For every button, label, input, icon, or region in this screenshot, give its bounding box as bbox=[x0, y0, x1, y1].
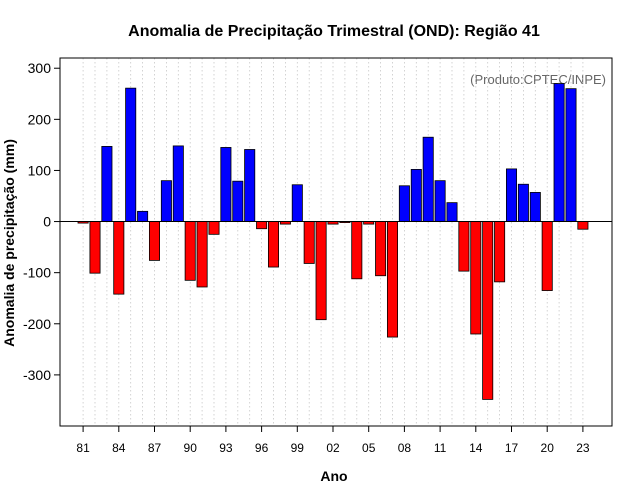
bar-1996 bbox=[256, 221, 268, 230]
x-tick-label: 81 bbox=[76, 441, 90, 455]
x-tick-label: 93 bbox=[219, 441, 233, 455]
bar-2020 bbox=[541, 221, 553, 291]
y-tick-label: 100 bbox=[28, 162, 52, 178]
bar-2022 bbox=[565, 88, 577, 222]
x-tick-label: 05 bbox=[362, 441, 376, 455]
chart-title: Anomalia de Precipitação Trimestral (OND… bbox=[128, 23, 540, 40]
x-tick-label: 84 bbox=[112, 441, 126, 455]
x-tick-label: 20 bbox=[541, 441, 555, 455]
x-tick-label: 96 bbox=[255, 441, 269, 455]
y-tick-label: -300 bbox=[23, 367, 51, 383]
bar-2015 bbox=[482, 221, 494, 400]
x-tick-label: 99 bbox=[291, 441, 305, 455]
bar-1985 bbox=[125, 87, 137, 222]
x-tick-label: 90 bbox=[184, 441, 198, 455]
x-axis: 81 84 87 90 93 96 99 02 05 08 11 14 17 20 23 bbox=[76, 426, 590, 455]
y-tick-label: 300 bbox=[28, 60, 52, 76]
y-axis: 300 200 100 0 -100 -200 -300 bbox=[23, 60, 60, 383]
bar-2017 bbox=[505, 168, 517, 222]
bar-2016 bbox=[494, 221, 506, 283]
bar-2014 bbox=[470, 221, 482, 335]
bar-1986 bbox=[137, 210, 149, 222]
y-tick-label: 0 bbox=[43, 214, 51, 230]
x-tick-label: 08 bbox=[398, 441, 412, 455]
bar-1984 bbox=[113, 221, 125, 295]
bar-1999 bbox=[291, 184, 303, 222]
bar-2010 bbox=[422, 136, 434, 222]
bar-2006 bbox=[375, 221, 387, 277]
bar-2018 bbox=[517, 183, 529, 222]
bar-2023 bbox=[577, 221, 589, 230]
x-tick-label: 02 bbox=[326, 441, 340, 455]
bar-2008 bbox=[398, 185, 410, 222]
bar-1993 bbox=[220, 147, 232, 222]
bar-1988 bbox=[160, 180, 172, 222]
bar-2001 bbox=[315, 221, 327, 321]
bar-1994 bbox=[232, 180, 244, 222]
credit-label: (Produto:CPTEC/INPE) bbox=[470, 72, 606, 87]
bar-1983 bbox=[101, 146, 113, 222]
x-tick-label: 23 bbox=[576, 441, 590, 455]
y-axis-label: Anomalia de precipitação (mm) bbox=[1, 139, 17, 347]
y-tick-label: -200 bbox=[23, 316, 51, 332]
bar-2021 bbox=[553, 83, 565, 222]
x-tick-label: 87 bbox=[148, 441, 162, 455]
bar-2004 bbox=[351, 221, 363, 280]
bar-2007 bbox=[386, 221, 398, 338]
bar-1987 bbox=[148, 221, 160, 261]
x-axis-label: Ano bbox=[320, 468, 347, 484]
bar-1995 bbox=[244, 149, 256, 222]
bar-2000 bbox=[303, 221, 315, 264]
x-tick-label: 14 bbox=[469, 441, 483, 455]
bar-1992 bbox=[208, 221, 220, 235]
bars bbox=[77, 83, 589, 400]
bar-1982 bbox=[89, 221, 101, 274]
bar-1997 bbox=[267, 221, 279, 268]
y-tick-label: 200 bbox=[28, 111, 52, 127]
bar-2013 bbox=[458, 221, 470, 272]
bar-1989 bbox=[172, 145, 184, 222]
x-tick-label: 17 bbox=[505, 441, 519, 455]
x-tick-label: 11 bbox=[434, 441, 447, 455]
bar-1990 bbox=[184, 221, 196, 281]
bar-2019 bbox=[529, 192, 541, 222]
bar-2011 bbox=[434, 180, 446, 222]
plot-frame bbox=[59, 57, 613, 427]
y-tick-label: -100 bbox=[23, 265, 51, 281]
bar-2012 bbox=[446, 202, 458, 222]
bar-1991 bbox=[196, 221, 208, 288]
bar-2009 bbox=[410, 169, 422, 222]
